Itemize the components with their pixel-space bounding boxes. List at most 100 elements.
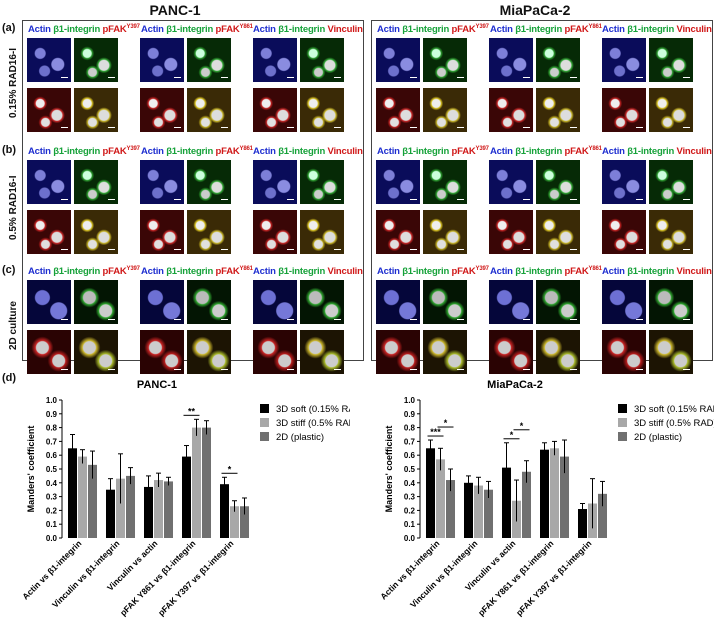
channel-label-actin: Actin <box>377 266 400 278</box>
channel-label-third: pFAK <box>102 146 127 158</box>
micrograph-tile <box>140 38 184 82</box>
micrograph-tile <box>27 330 71 374</box>
micrograph-tile <box>489 280 533 324</box>
channel-label-integrin: β1-integrin <box>512 24 565 36</box>
panel-label-d: (d) <box>2 372 17 384</box>
micrograph-tile <box>27 38 71 82</box>
channel-label-actin: Actin <box>141 146 164 158</box>
scale-bar <box>636 76 643 78</box>
channel-label-third: Vinculin <box>676 146 712 157</box>
y-tick-label: 0.1 <box>46 520 58 529</box>
y-tick-label: 0.9 <box>46 410 58 419</box>
scale-bar <box>636 248 643 250</box>
micrograph-tile <box>187 38 231 82</box>
panel-label-a: (a) <box>2 22 16 34</box>
scale-bar <box>636 368 643 370</box>
scale-bar <box>108 368 115 370</box>
micrograph-tile <box>536 330 580 374</box>
micrograph-tile <box>140 210 184 254</box>
channel-header: Actin β1-integrin pFAKY861 <box>490 266 602 277</box>
channel-label-actin: Actin <box>490 266 513 278</box>
panc1-title: PANC-1 <box>149 2 201 18</box>
micrograph-tile <box>376 38 420 82</box>
legend-label: 3D stiff (0.5% RAD) <box>276 418 350 429</box>
category-label: Vinculin vs β1-integrin <box>50 538 121 609</box>
channel-header: Actin β1-integrin pFAKY397 <box>377 146 489 157</box>
channel-label-actin: Actin <box>253 266 276 277</box>
micrograph-tile <box>649 210 693 254</box>
y-tick-label: 0.2 <box>404 506 416 515</box>
channel-label-actin: Actin <box>253 146 276 157</box>
channel-label-integrin: β1-integrin <box>275 146 328 157</box>
channel-label-integrin: β1-integrin <box>275 24 328 35</box>
scale-bar <box>221 318 228 320</box>
micrograph-tile <box>649 160 693 204</box>
channel-label-integrin: β1-integrin <box>163 266 216 278</box>
micrograph-tile <box>140 330 184 374</box>
micrograph-tile <box>602 38 646 82</box>
legend-swatch <box>618 418 627 427</box>
significance-marker: * <box>510 430 514 440</box>
bar <box>68 448 77 538</box>
channel-header: Actin β1-integrin Vinculin <box>253 24 363 35</box>
y-tick-label: 0.2 <box>46 506 58 515</box>
micrograph-tile <box>27 280 71 324</box>
channel-label-integrin: β1-integrin <box>163 24 216 36</box>
scale-bar <box>410 248 417 250</box>
bar <box>578 509 587 538</box>
category-label: pFAK Y397 vs β1-integrin <box>514 538 593 617</box>
scale-bar <box>457 76 464 78</box>
channel-superscript: Y397 <box>475 146 489 152</box>
channel-label-integrin: β1-integrin <box>624 266 677 277</box>
channel-label-third: Vinculin <box>676 24 712 35</box>
legend-label: 2D (plastic) <box>276 432 324 443</box>
channel-header: Actin β1-integrin Vinculin <box>602 24 712 35</box>
y-tick-label: 0.3 <box>404 493 416 502</box>
y-tick-label: 0.6 <box>46 451 58 460</box>
micrograph-tile <box>27 160 71 204</box>
row-label-stiff: 0.5% RAD16-I <box>8 175 19 240</box>
bar <box>106 489 115 538</box>
channel-label-actin: Actin <box>490 24 513 36</box>
y-tick-label: 0.6 <box>404 451 416 460</box>
category-label: pFAK Y397 vs β1-integrin <box>156 538 235 617</box>
y-tick-label: 0.9 <box>404 410 416 419</box>
micrograph-tile <box>253 330 297 374</box>
channel-header: Actin β1-integrin pFAKY861 <box>490 24 602 35</box>
channel-header: Actin β1-integrin pFAKY861 <box>490 146 602 157</box>
scale-bar <box>108 248 115 250</box>
scale-bar <box>174 126 181 128</box>
row-label-2d: 2D culture <box>8 301 19 350</box>
significance-marker: ** <box>188 406 196 416</box>
bar <box>116 478 125 538</box>
micrograph-tile <box>376 330 420 374</box>
scale-bar <box>457 126 464 128</box>
y-tick-label: 0.7 <box>404 437 416 446</box>
miapaca2-bar-chart: MiaPaCa-2 0.0 0.1 0.2 0.3 0.4 0.5 0.6 0.7 0.8 0.9 1… <box>378 380 714 618</box>
channel-label-third: pFAK <box>564 266 589 278</box>
scale-bar <box>287 368 294 370</box>
legend-swatch <box>618 432 627 441</box>
scale-bar <box>334 76 341 78</box>
legend-label: 3D soft (0.15% RAD) <box>634 404 714 415</box>
scale-bar <box>523 198 530 200</box>
bar <box>522 471 531 538</box>
bar <box>426 448 435 538</box>
micrograph-tile <box>489 210 533 254</box>
scale-bar <box>683 368 690 370</box>
micrograph-tile <box>536 210 580 254</box>
micrograph-tile <box>423 330 467 374</box>
channel-label-third: pFAK <box>451 146 476 158</box>
channel-label-third: pFAK <box>564 146 589 158</box>
channel-label-integrin: β1-integrin <box>50 266 103 278</box>
channel-label-third: Vinculin <box>327 266 363 277</box>
category-label: Vinculin vs β1-integrin <box>408 538 479 609</box>
scale-bar <box>570 76 577 78</box>
scale-bar <box>221 126 228 128</box>
micrograph-tile <box>423 38 467 82</box>
scale-bar <box>61 318 68 320</box>
channel-label-third: pFAK <box>215 146 240 158</box>
significance-marker: *** <box>430 427 441 437</box>
legend-swatch <box>260 418 269 427</box>
micrograph-tile <box>187 210 231 254</box>
